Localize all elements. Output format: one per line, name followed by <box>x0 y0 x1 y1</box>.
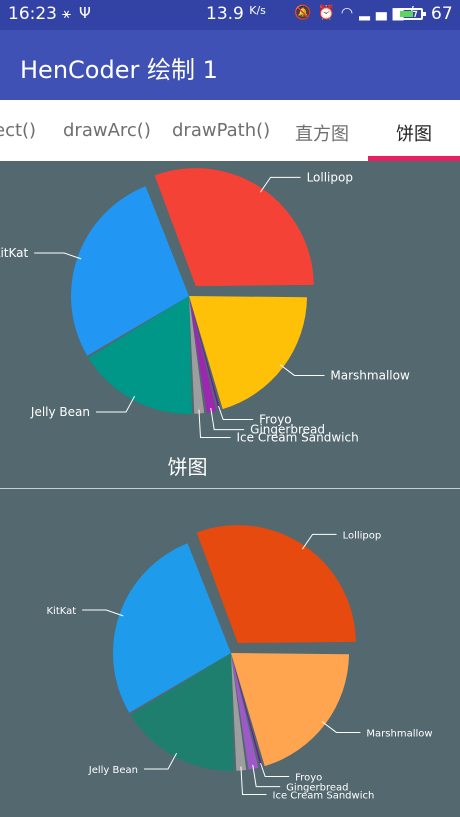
chart-title: 饼图 <box>167 455 208 479</box>
slice-label-marshmallow: Marshmallow <box>366 728 432 739</box>
status-left-icons: ⚹Ψ <box>62 4 99 22</box>
pie-slice-lollipop <box>154 168 314 287</box>
mute-icon: 🔕 <box>294 5 318 21</box>
slice-label-froyo: Froyo <box>295 773 322 784</box>
pie-chart-panel-2: Marshmallow Froyo Gingerbread Ice Cream San… <box>0 489 460 817</box>
battery-nub <box>423 12 426 16</box>
usb-icon: ⚹ <box>62 4 80 22</box>
tab-pie-chart[interactable]: 饼图 <box>396 124 432 145</box>
leader-line-jelly-bean <box>96 395 136 413</box>
tab-histogram[interactable]: 直方图 <box>295 124 349 145</box>
pie-slice-marshmallow <box>189 296 307 410</box>
slice-label-jelly-bean: Jelly Bean <box>30 405 90 419</box>
leader-line-froyo <box>260 762 290 778</box>
usb-debug-icon: Ψ <box>79 4 99 22</box>
slice-label-kitkat: KitKat <box>0 246 28 260</box>
tab-draw-path[interactable]: drawPath() <box>172 120 271 141</box>
leader-line-jelly-bean <box>144 752 178 770</box>
app-title: HenCoder 绘制 1 <box>20 56 218 84</box>
pie-slice-jelly-bean <box>88 296 192 414</box>
slice-label-lollipop: Lollipop <box>343 530 382 541</box>
leader-line-ice-cream-sandwich <box>198 409 231 438</box>
alarm-icon: ⏰ <box>317 5 341 21</box>
network-speed-unit: K/s <box>249 4 266 17</box>
divider <box>0 488 460 489</box>
leader-line-kitkat <box>34 252 82 260</box>
network-speed-value: 13.9 <box>206 4 244 24</box>
slice-label-marshmallow: Marshmallow <box>330 368 410 382</box>
leader-line-gingerbread <box>210 407 245 431</box>
wifi-icon: ◠ <box>340 5 360 21</box>
status-bar: 16:23 ⚹Ψ 13.9 K/s 🔕⏰◠▂▄▆ϟ 67 <box>0 0 460 30</box>
signal-4g-icon: ▂▄▆ <box>359 5 410 21</box>
leader-line-marshmallow <box>321 721 361 733</box>
pie-slice-froyo <box>189 296 221 411</box>
slice-label-gingerbread: Gingerbread <box>250 423 325 437</box>
battery-icon <box>397 8 426 20</box>
leader-line-lollipop <box>259 176 301 193</box>
pie-slice-lollipop <box>196 525 356 644</box>
leader-line-ice-cream-sandwich <box>240 766 267 795</box>
pie-slice-kitkat <box>71 186 189 356</box>
tab-bar[interactable]: ect() drawArc() drawPath() 直方图 饼图 <box>0 100 460 161</box>
slice-label-ice-cream-sandwich: Ice Cream Sandwich <box>273 790 375 801</box>
slice-label-ice-cream-sandwich: Ice Cream Sandwich <box>237 430 359 444</box>
tab-draw-arc[interactable]: drawArc() <box>63 120 151 141</box>
slice-label-froyo: Froyo <box>259 413 291 427</box>
slice-label-lollipop: Lollipop <box>307 170 353 184</box>
tab-draw-rect[interactable]: ect() <box>0 120 37 141</box>
status-time: 16:23 <box>8 4 57 24</box>
pie-slice-froyo <box>231 653 263 768</box>
leader-line-kitkat <box>82 609 124 617</box>
charging-icon: ϟ <box>409 5 425 21</box>
leader-line-lollipop <box>301 533 337 550</box>
pie-slice-jelly-bean <box>130 653 234 771</box>
slice-label-kitkat: KitKat <box>47 606 77 617</box>
status-right-icons: 🔕⏰◠▂▄▆ϟ <box>294 5 425 21</box>
pie-chart-panel-1: Marshmallow Froyo Gingerbread Ice Cream San… <box>0 161 460 488</box>
leader-line-marshmallow <box>279 364 325 376</box>
slice-label-gingerbread: Gingerbread <box>286 783 348 794</box>
pie-slice-kitkat <box>112 543 231 713</box>
pie-slice-ice-cream-sandwich <box>189 296 205 414</box>
pie-slice-marshmallow <box>231 653 349 767</box>
slice-label-jelly-bean: Jelly Bean <box>88 765 138 776</box>
battery-percent: 67 <box>431 4 453 24</box>
pie-slice-gingerbread <box>231 653 259 770</box>
tab-indicator <box>368 156 460 161</box>
pie-slice-ice-cream-sandwich <box>231 653 247 771</box>
network-speed: 13.9 K/s <box>206 4 266 24</box>
app-bar: HenCoder 绘制 1 <box>0 30 460 100</box>
battery-fill <box>400 11 414 17</box>
leader-line-froyo <box>218 405 254 421</box>
leader-line-gingerbread <box>252 764 281 788</box>
pie-slice-gingerbread <box>189 296 217 413</box>
